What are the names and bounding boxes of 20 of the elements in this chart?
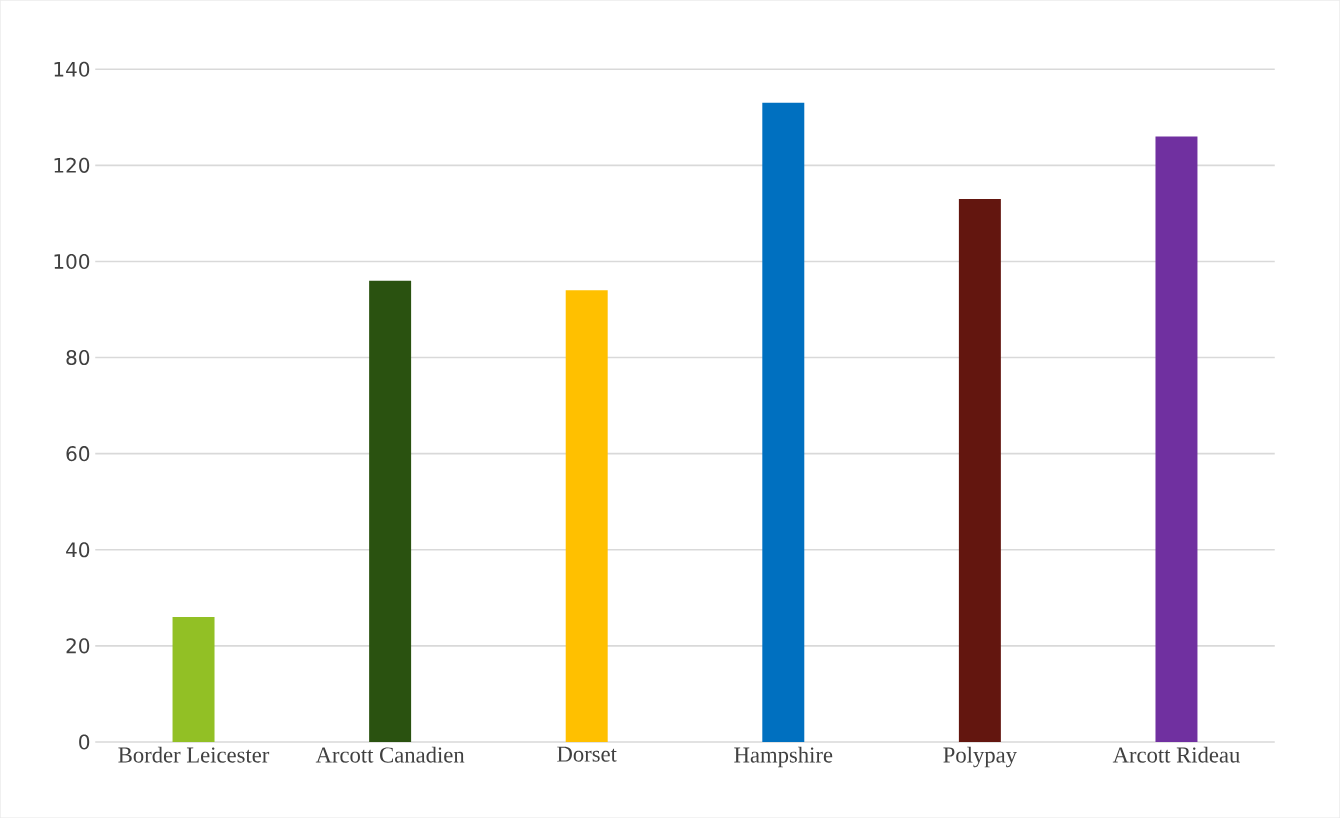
y-tick-label: 80 [66, 349, 90, 366]
bar [1155, 136, 1198, 742]
y-tick-label: 120 [54, 157, 90, 173]
x-tick-label: Border Leicester [118, 746, 270, 763]
y-tick-label: 20 [66, 638, 90, 654]
y-tick-label: 0 [79, 734, 90, 750]
x-tick-label: Arcott Canadien [315, 746, 465, 763]
bar [172, 616, 215, 742]
y-tick-label: 40 [66, 542, 90, 558]
bar [369, 280, 412, 742]
y-tick-label: 60 [66, 446, 90, 462]
bar [958, 198, 1001, 742]
y-tick-label: 140 [54, 61, 90, 77]
x-tick-label: Hampshire [734, 746, 833, 768]
x-tick-label: Polypay [943, 746, 1017, 768]
bar [565, 290, 608, 742]
x-tick-label: Arcott Rideau [1112, 746, 1240, 763]
x-tick-label: Dorset [557, 746, 617, 762]
bar [762, 102, 805, 742]
y-tick-label: 100 [54, 253, 90, 269]
